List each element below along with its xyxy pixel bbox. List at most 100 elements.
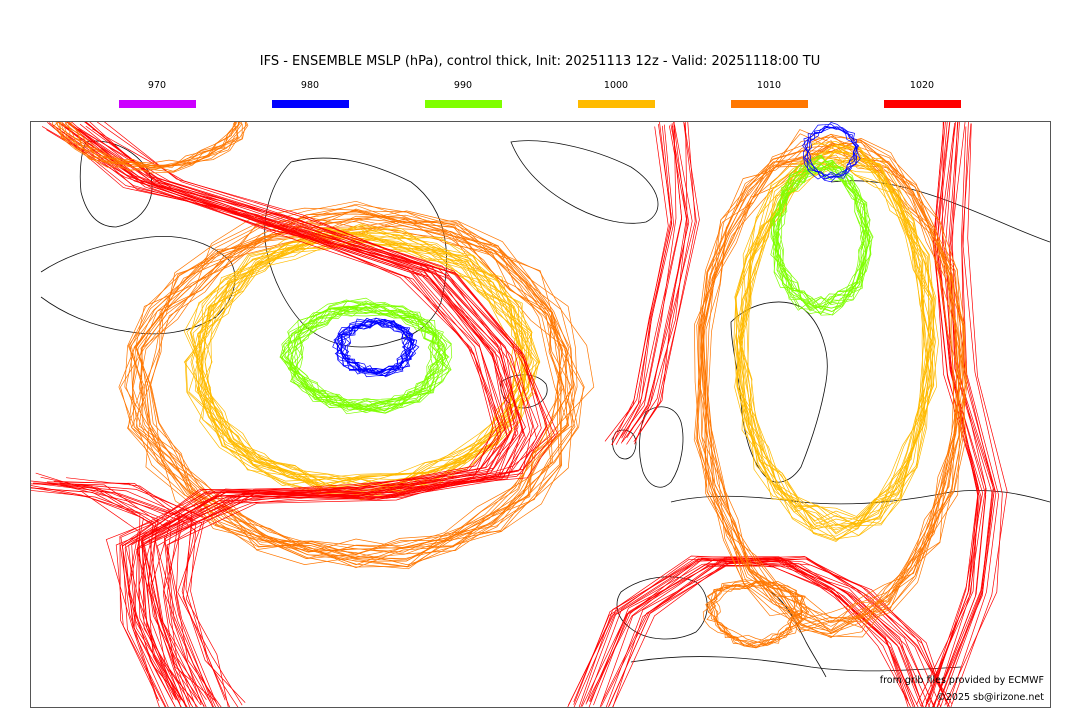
isobar-1020 — [924, 126, 983, 707]
isobar-990 — [285, 300, 452, 404]
isobar-1010 — [118, 210, 569, 568]
canada-coast — [40, 236, 236, 335]
isobar-1000 — [190, 238, 532, 495]
isobar-1010 — [706, 581, 804, 649]
arctic-russia-coast — [830, 180, 1050, 243]
isobar-1020 — [52, 124, 499, 707]
isobar-1010 — [59, 122, 248, 166]
isobar-1010 — [711, 582, 808, 645]
isobar-990 — [294, 306, 447, 412]
chart-title: IFS - ENSEMBLE MSLP (hPa), control thick… — [259, 54, 821, 69]
isobar-980 — [802, 122, 857, 179]
isobar-1020 — [609, 556, 947, 706]
isobar-980 — [334, 318, 414, 371]
isobar-1010 — [67, 122, 236, 171]
isobar-1010 — [707, 580, 803, 648]
isobar-990 — [287, 309, 444, 414]
isobar-1010 — [128, 200, 578, 553]
isobar-1010 — [61, 122, 240, 173]
isobar-1010 — [124, 218, 568, 567]
legend-label: 1000 — [603, 80, 629, 91]
isobar-990 — [286, 305, 450, 414]
legend-swatch — [883, 100, 961, 108]
legend-item-990: 990 — [424, 80, 502, 108]
isobar-1000 — [734, 152, 933, 526]
data-source-credit: from grib files provided by ECMWF — [879, 675, 1044, 686]
isobar-1010 — [58, 122, 243, 169]
legend-item-1010: 1010 — [730, 80, 808, 108]
isobar-1000 — [198, 228, 540, 493]
isobar-1020 — [68, 122, 513, 701]
isobar-1020 — [96, 122, 558, 707]
isobar-1020 — [611, 125, 673, 445]
isobar-1020 — [67, 122, 523, 707]
svalbard-coast — [510, 140, 659, 224]
isobar-1020 — [950, 123, 1008, 707]
isobar-1020 — [618, 122, 677, 440]
baffin-coast — [79, 140, 153, 228]
isobar-990 — [281, 306, 440, 411]
isobar-980 — [337, 320, 412, 374]
copyright-notice: ©2025 sb@irizone.net — [936, 692, 1044, 703]
isobar-1020 — [35, 472, 217, 702]
isobar-1000 — [183, 232, 530, 478]
isobar-1020 — [66, 477, 246, 703]
isobar-1010 — [58, 122, 240, 172]
legend-label: 970 — [147, 80, 167, 91]
isobar-1020 — [586, 557, 924, 707]
isobar-1000 — [734, 150, 936, 517]
isobar-1020 — [588, 563, 930, 707]
isobar-1020 — [65, 127, 518, 707]
isobar-1010 — [53, 122, 246, 164]
iberia-coast — [616, 576, 708, 640]
isobar-1020 — [57, 484, 226, 701]
isobar-1020 — [933, 122, 987, 707]
isobar-1010 — [697, 129, 962, 620]
isobar-1020 — [604, 126, 669, 442]
isobar-1010 — [705, 582, 804, 648]
isobar-1020 — [31, 490, 182, 707]
map-frame — [30, 121, 1051, 708]
isobar-1020 — [61, 122, 525, 702]
isobar-1020 — [622, 124, 690, 443]
isobar-1020 — [31, 487, 205, 707]
isobar-1020 — [947, 123, 999, 707]
isobar-1020 — [626, 124, 693, 445]
isobar-1010 — [695, 140, 957, 633]
isobar-1000 — [188, 237, 526, 493]
isobar-1010 — [65, 122, 249, 167]
isobar-1020 — [932, 122, 995, 707]
isobar-1020 — [45, 482, 220, 707]
isobar-1020 — [605, 558, 950, 707]
isobar-1020 — [31, 485, 194, 701]
isobar-1010 — [698, 151, 966, 632]
isobar-1020 — [66, 122, 519, 701]
isobar-1020 — [79, 123, 524, 707]
isobar-1020 — [573, 556, 914, 707]
isobar-1010 — [70, 122, 239, 167]
isobar-990 — [293, 300, 447, 410]
isobar-1020 — [103, 122, 556, 707]
isobar-990 — [279, 304, 443, 411]
isobar-1020 — [31, 480, 188, 707]
isobar-990 — [290, 297, 450, 408]
legend-label: 1020 — [909, 80, 935, 91]
legend-label: 990 — [453, 80, 473, 91]
isobar-1000 — [735, 165, 935, 542]
isobar-1020 — [59, 482, 229, 707]
legend-item-1020: 1020 — [883, 80, 961, 108]
isobar-1020 — [633, 122, 696, 442]
isobar-1010 — [134, 220, 578, 561]
isobar-1020 — [934, 122, 995, 702]
legend-item-980: 980 — [271, 80, 349, 108]
isobar-1020 — [57, 122, 494, 700]
isobar-1010 — [700, 156, 966, 629]
isobar-1000 — [742, 158, 937, 530]
isobar-1010 — [132, 224, 561, 566]
isobar-1020 — [612, 558, 949, 707]
legend-item-1000: 1000 — [577, 80, 655, 108]
legend-swatch — [577, 100, 655, 108]
isobar-1020 — [928, 122, 980, 703]
isobar-1020 — [635, 122, 697, 440]
legend-swatch — [730, 100, 808, 108]
